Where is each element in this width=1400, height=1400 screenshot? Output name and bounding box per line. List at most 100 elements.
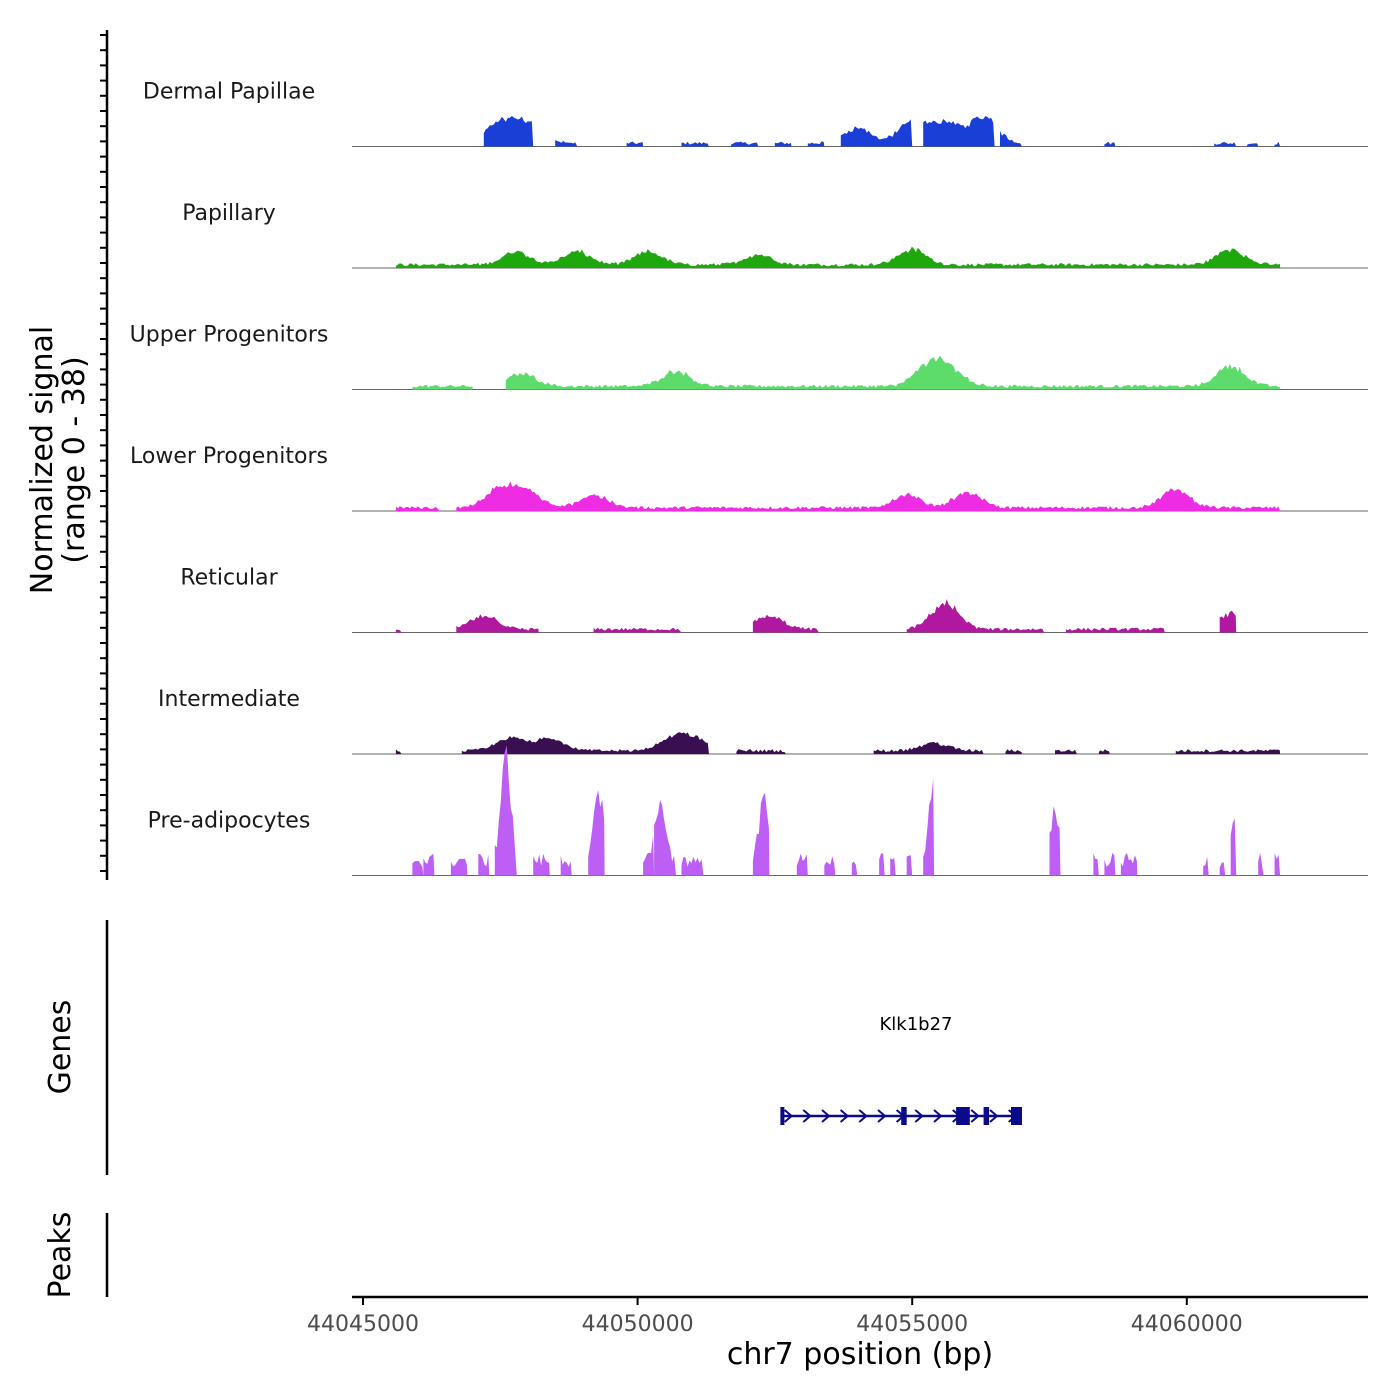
coverage-area — [593, 627, 682, 633]
coverage-area — [923, 779, 935, 876]
coverage-area — [533, 853, 550, 876]
gene-exon — [956, 1107, 970, 1125]
coverage-area — [840, 119, 913, 147]
track-label: Papillary — [182, 201, 276, 226]
coverage-area — [483, 115, 534, 147]
coverage-area — [395, 246, 1281, 268]
gene-exon — [1011, 1107, 1022, 1125]
track-6: Pre-adipocytes — [148, 745, 1368, 876]
track-0: Dermal Papillae — [143, 80, 1368, 147]
track-label: Pre-adipocytes — [148, 809, 311, 834]
coverage-area — [450, 858, 468, 876]
coverage-area — [851, 861, 858, 876]
coverage-area — [923, 116, 995, 147]
coverage-area — [1104, 141, 1116, 147]
x-axis-tick-label: 44060000 — [1131, 1312, 1243, 1337]
coverage-area — [730, 141, 759, 147]
x-axis-label: chr7 position (bp) — [727, 1337, 993, 1372]
gene-exon — [983, 1107, 990, 1125]
track-3: Lower Progenitors — [130, 444, 1368, 512]
x-axis-ticks: 44045000 44050000 44055000 44060000 — [307, 1297, 1243, 1337]
strand-arrow — [858, 1109, 868, 1123]
strand-arrow — [970, 1109, 980, 1123]
coverage-area — [478, 853, 490, 876]
coverage-area — [1219, 862, 1226, 876]
coverage-area — [555, 140, 578, 147]
coverage-area — [1098, 749, 1110, 754]
coverage-area — [461, 732, 709, 754]
coverage-area — [654, 800, 676, 876]
coverage-area — [1230, 818, 1237, 876]
coverage-area — [796, 853, 808, 876]
coverage-area — [1175, 749, 1281, 754]
track-label: Lower Progenitors — [130, 444, 328, 469]
coverage-area — [906, 855, 913, 876]
coverage-area — [412, 860, 424, 876]
coverage-area — [423, 853, 435, 876]
coverage-area — [807, 141, 825, 147]
coverage-area — [505, 355, 1281, 390]
coverage-area — [1203, 856, 1209, 876]
coverage-area — [1247, 143, 1259, 147]
gene-exon — [780, 1107, 785, 1125]
coverage-area — [560, 855, 572, 876]
coverage-area — [1274, 853, 1281, 876]
x-axis-tick-label: 44055000 — [856, 1312, 968, 1337]
coverage-area — [1093, 853, 1099, 876]
strand-arrow — [821, 1109, 831, 1123]
coverage-area — [681, 856, 704, 876]
coverage-area — [626, 141, 644, 147]
coverage-area — [1219, 610, 1237, 633]
coverage-area — [873, 741, 984, 754]
strand-arrow — [989, 1109, 999, 1123]
coverage-area — [1005, 749, 1022, 754]
strand-arrow — [783, 1109, 794, 1123]
x-axis-tick-label: 44050000 — [582, 1312, 694, 1337]
coverage-area — [879, 853, 885, 876]
track-4: Reticular — [180, 566, 1368, 633]
peaks-panel-label: Peaks — [43, 1212, 78, 1299]
coverage-area — [1055, 749, 1077, 754]
coverage-area — [456, 614, 539, 633]
coverage-area — [395, 749, 402, 754]
genes-panel-label: Genes — [43, 1000, 78, 1095]
coverage-area — [456, 481, 1281, 511]
coverage-area — [395, 506, 440, 511]
track-5: Intermediate — [158, 687, 1368, 755]
coverage-area — [736, 749, 786, 754]
coverage-area — [1214, 142, 1237, 147]
signal-axis-ticks — [100, 34, 107, 872]
coverage-area — [824, 856, 836, 876]
signal-axis-label-line2: (range 0 - 38) — [57, 356, 92, 563]
coverage-area — [774, 141, 792, 147]
coverage-area — [1120, 853, 1138, 876]
strand-arrow — [802, 1109, 812, 1123]
coverage-area — [752, 792, 770, 876]
gene-name-label: Klk1b27 — [879, 1014, 952, 1035]
gene-model — [780, 1107, 1022, 1125]
coverage-area — [412, 384, 473, 390]
coverage-area — [643, 835, 655, 876]
track-label: Upper Progenitors — [130, 323, 329, 348]
coverage-area — [1104, 852, 1116, 876]
coverage-area — [588, 790, 605, 876]
track-label: Intermediate — [158, 687, 300, 712]
coverage-area — [906, 599, 1044, 633]
coverage-area — [395, 629, 402, 633]
track-label: Dermal Papillae — [143, 80, 315, 105]
coverage-area — [1274, 141, 1281, 147]
track-2: Upper Progenitors — [130, 323, 1368, 390]
track-label: Reticular — [180, 566, 278, 591]
coverage-area — [1258, 853, 1264, 876]
coverage-area — [752, 614, 819, 633]
coverage-area — [494, 745, 517, 876]
coverage-area — [890, 857, 896, 876]
coverage-area — [681, 141, 709, 147]
track-1: Papillary — [182, 201, 1368, 269]
strand-arrow — [933, 1109, 943, 1123]
coverage-area — [1065, 627, 1165, 633]
x-axis-tick-label: 44045000 — [307, 1312, 419, 1337]
coverage-area — [1000, 130, 1022, 147]
coverage-area — [1049, 806, 1061, 876]
